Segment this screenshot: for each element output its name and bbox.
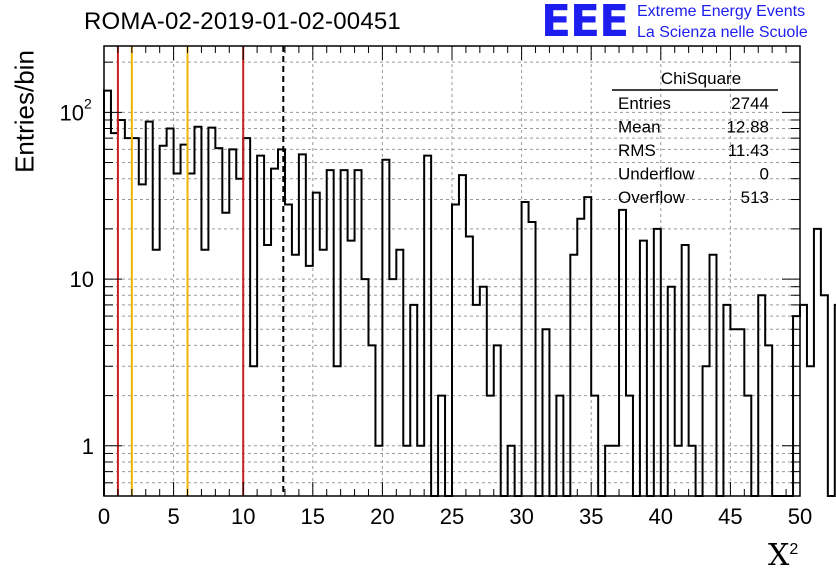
x-tick-label: 40 <box>649 504 673 529</box>
stats-row-value: 513 <box>741 188 769 207</box>
stats-row-value: 11.43 <box>728 141 769 160</box>
stats-row-label: Underflow <box>618 165 695 184</box>
chart-title: ROMA-02-2019-01-02-00451 <box>84 8 401 35</box>
x-tick-label: 50 <box>788 504 812 529</box>
eee-logo: EEE <box>541 0 629 47</box>
project-name-line: Extreme Energy Events <box>637 3 806 20</box>
x-tick-label: 15 <box>301 504 325 529</box>
stats-row-label: RMS <box>618 141 656 160</box>
x-tick-label: 20 <box>370 504 394 529</box>
x-tick-label: 0 <box>98 504 110 529</box>
project-subtitle-line: La Scienza nelle Scuole <box>637 24 808 41</box>
x-tick-label: 25 <box>440 504 464 529</box>
y-tick-label: 10 <box>60 100 84 125</box>
histogram-bars <box>103 89 836 497</box>
x-tick-label: 5 <box>167 504 179 529</box>
x-tick-label: 30 <box>509 504 533 529</box>
stats-row-value: 0 <box>760 165 769 184</box>
stats-row-value: 2744 <box>731 94 769 113</box>
x-tick-label: 10 <box>231 504 255 529</box>
x-tick-label: 35 <box>579 504 603 529</box>
x-axis-label: X2 <box>768 538 798 573</box>
x-axis-label-superscript: 2 <box>789 541 799 558</box>
y-tick-label-exponent: 2 <box>84 95 92 111</box>
stats-row-label: Mean <box>618 118 661 137</box>
stats-row-value: 12.88 <box>726 118 769 137</box>
y-tick-label: 1 <box>82 434 94 459</box>
stats-row-label: Overflow <box>618 188 686 207</box>
stats-row-label: Entries <box>618 94 671 113</box>
x-tick-label: 45 <box>718 504 742 529</box>
y-tick-label: 10 <box>70 267 94 292</box>
stats-box-title: ChiSquare <box>661 69 741 88</box>
x-axis-label-base: X <box>768 538 790 573</box>
